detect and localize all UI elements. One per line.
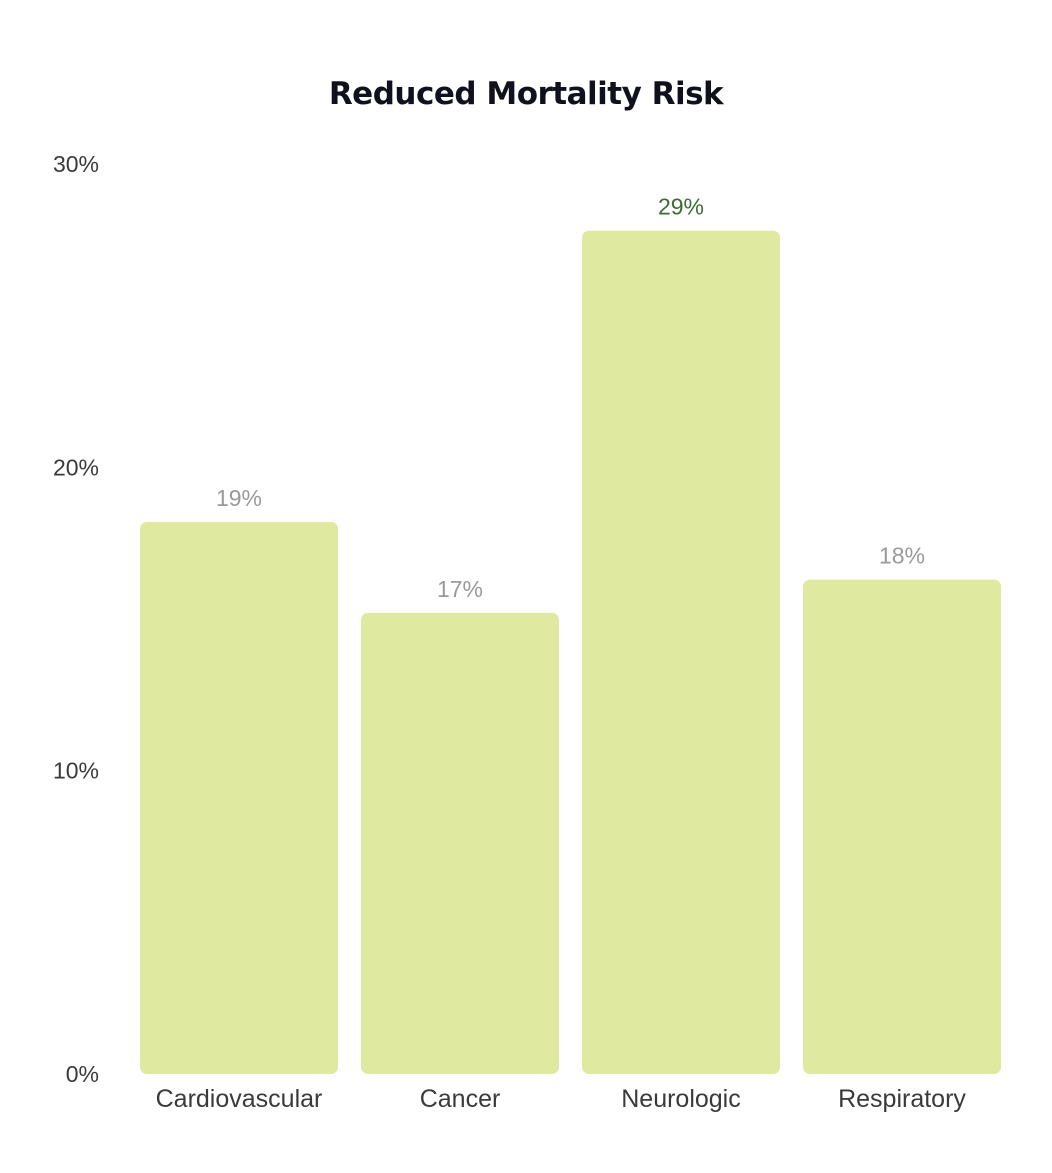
bar-cardiovascular [140, 521, 338, 1074]
bar-cancer [361, 612, 559, 1074]
x-axis: Cardiovascular Cancer Neurologic Respirator… [156, 1085, 967, 1113]
data-label: 29% [658, 194, 704, 220]
y-tick-label: 0% [66, 1061, 99, 1087]
y-tick-label: 20% [53, 454, 99, 480]
y-axis: 0% 10% 20% 30% [53, 151, 99, 1087]
x-tick-label: Cardiovascular [156, 1085, 323, 1113]
bar-neurologic [582, 230, 780, 1074]
data-label: 18% [879, 543, 925, 569]
y-tick-label: 10% [53, 758, 99, 784]
bars [140, 230, 1001, 1074]
data-label: 19% [216, 485, 262, 511]
bar-respiratory [803, 579, 1001, 1074]
x-tick-label: Neurologic [621, 1085, 741, 1113]
x-tick-label: Cancer [420, 1085, 501, 1113]
data-label: 17% [437, 576, 483, 602]
data-labels: 19% 17% 29% 18% [216, 194, 925, 602]
x-tick-label: Respiratory [838, 1085, 966, 1113]
y-tick-label: 30% [53, 151, 99, 177]
chart-title: Reduced Mortality Risk [328, 76, 724, 112]
